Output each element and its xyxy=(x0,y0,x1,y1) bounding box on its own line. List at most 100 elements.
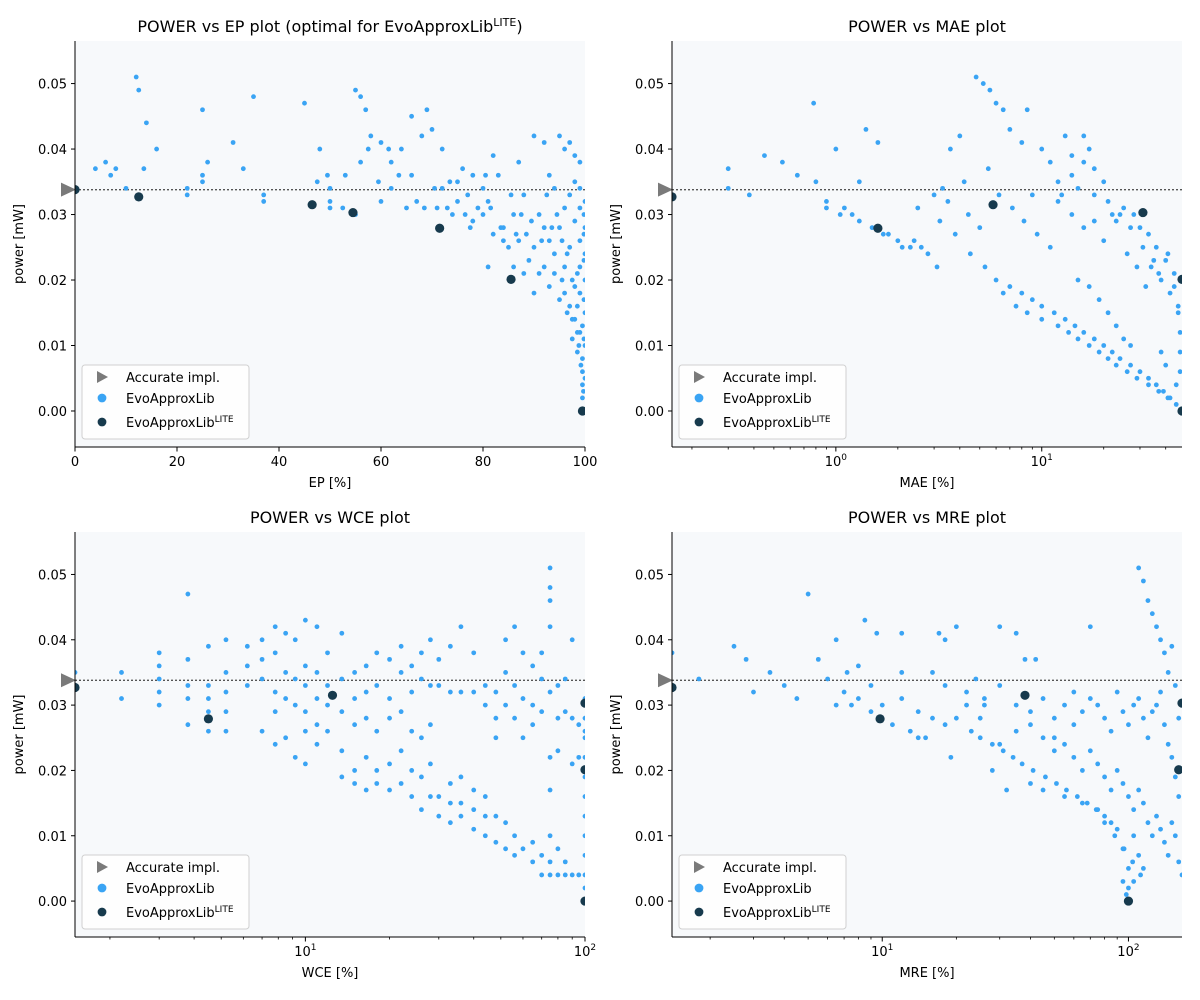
y-tick-label: 0.05 xyxy=(38,78,67,93)
evo-point xyxy=(1101,343,1107,348)
legend-box xyxy=(81,854,250,930)
legend-evo-label: EvoApproxLib xyxy=(126,392,215,407)
evo-point xyxy=(200,179,205,185)
evo-point xyxy=(1051,310,1057,316)
evo-point xyxy=(569,715,575,721)
evo-point xyxy=(577,205,583,211)
evo-point xyxy=(414,199,420,204)
evo-point xyxy=(455,199,460,204)
evo-point xyxy=(582,343,585,348)
evo-point xyxy=(549,225,555,231)
accurate-impl-marker xyxy=(61,673,76,688)
evo-point xyxy=(539,650,545,656)
evo-point xyxy=(1084,800,1090,806)
evo-point xyxy=(154,146,160,152)
evo-point xyxy=(144,120,149,126)
evo-point xyxy=(365,146,371,152)
evo-point xyxy=(1128,343,1133,348)
evo-point xyxy=(1079,768,1085,773)
evo-point xyxy=(1128,362,1133,368)
evo-point xyxy=(388,185,394,191)
x-tick-label: 100 xyxy=(825,453,848,470)
legend-lite-sup: LITE xyxy=(215,415,234,425)
evo-point xyxy=(302,617,308,623)
x-tick-label: 100 xyxy=(573,455,598,470)
evo-point xyxy=(869,225,875,231)
evo-point xyxy=(1087,748,1093,754)
evo-point xyxy=(530,839,536,845)
evo-point xyxy=(672,650,675,656)
evo-point xyxy=(1137,225,1143,231)
evo-point xyxy=(1148,264,1154,270)
evo-point xyxy=(539,872,545,878)
y-tick-label: 0.05 xyxy=(635,568,664,583)
x-axis-label: WCE [%] xyxy=(302,966,359,981)
evo-point xyxy=(314,624,320,630)
evo-point xyxy=(1095,702,1101,708)
evo-point xyxy=(968,728,974,734)
evo-point xyxy=(547,833,553,839)
evo-point xyxy=(428,637,433,643)
evo-point xyxy=(1081,133,1087,139)
x-tick-exponent: 0 xyxy=(841,453,847,463)
lite-point xyxy=(580,698,585,708)
evo-point xyxy=(123,185,129,191)
evo-point xyxy=(1113,218,1119,224)
x-tick-label: 101 xyxy=(294,943,316,960)
evo-point xyxy=(1051,735,1057,741)
evo-point xyxy=(272,741,278,747)
y-tick-label: 0.02 xyxy=(635,764,664,779)
evo-point xyxy=(833,146,839,152)
chart-title: POWER vs MAE plot xyxy=(848,17,1006,36)
legend-accurate-marker xyxy=(97,861,108,873)
evo-point xyxy=(1062,794,1067,799)
evo-point xyxy=(923,735,928,741)
evo-point xyxy=(980,81,986,86)
evo-point xyxy=(1165,852,1171,858)
y-tick-label: 0.02 xyxy=(38,764,67,779)
evo-point xyxy=(1051,748,1057,754)
x-tick-label: 102 xyxy=(1117,943,1139,960)
evo-point xyxy=(93,166,98,172)
legend: Accurate impl.EvoApproxLibEvoApproxLibLI… xyxy=(81,854,250,930)
evo-point xyxy=(1177,349,1182,355)
evo-point xyxy=(471,826,477,832)
evo-point xyxy=(398,781,404,786)
evo-point xyxy=(907,244,913,250)
legend-lite-label: EvoApproxLibLITE xyxy=(723,415,831,431)
evo-point xyxy=(465,192,471,198)
evo-point xyxy=(541,264,547,270)
evo-point xyxy=(930,715,935,721)
evo-point xyxy=(811,100,817,106)
evo-point xyxy=(485,264,491,270)
evo-point xyxy=(1105,310,1111,316)
evo-point xyxy=(1126,885,1131,891)
evo-point xyxy=(569,277,575,283)
evo-point xyxy=(1096,297,1102,303)
evo-point xyxy=(503,846,508,852)
legend-lite-label: EvoApproxLibLITE xyxy=(126,905,234,921)
evo-point xyxy=(428,794,433,799)
evo-point xyxy=(398,748,404,754)
evo-point xyxy=(1062,702,1067,708)
evo-point xyxy=(470,172,476,178)
legend-lite-label: EvoApproxLibLITE xyxy=(723,905,831,921)
evo-point xyxy=(342,172,348,178)
data-marks xyxy=(75,565,585,906)
evo-point xyxy=(781,683,787,688)
evo-point xyxy=(1040,735,1046,741)
x-tick-base: 60 xyxy=(373,455,390,470)
evo-point xyxy=(1176,859,1182,865)
evo-point xyxy=(731,643,737,649)
x-tick-base: 10 xyxy=(294,945,311,960)
evo-point xyxy=(1000,107,1006,113)
evo-point xyxy=(352,768,358,773)
evo-point xyxy=(200,107,205,113)
evo-point xyxy=(387,715,392,721)
evo-point xyxy=(520,846,526,852)
evo-point xyxy=(1156,271,1162,276)
evo-point xyxy=(450,212,455,217)
evo-point xyxy=(1162,722,1167,728)
evo-point xyxy=(582,872,585,878)
evo-point xyxy=(1146,382,1151,388)
